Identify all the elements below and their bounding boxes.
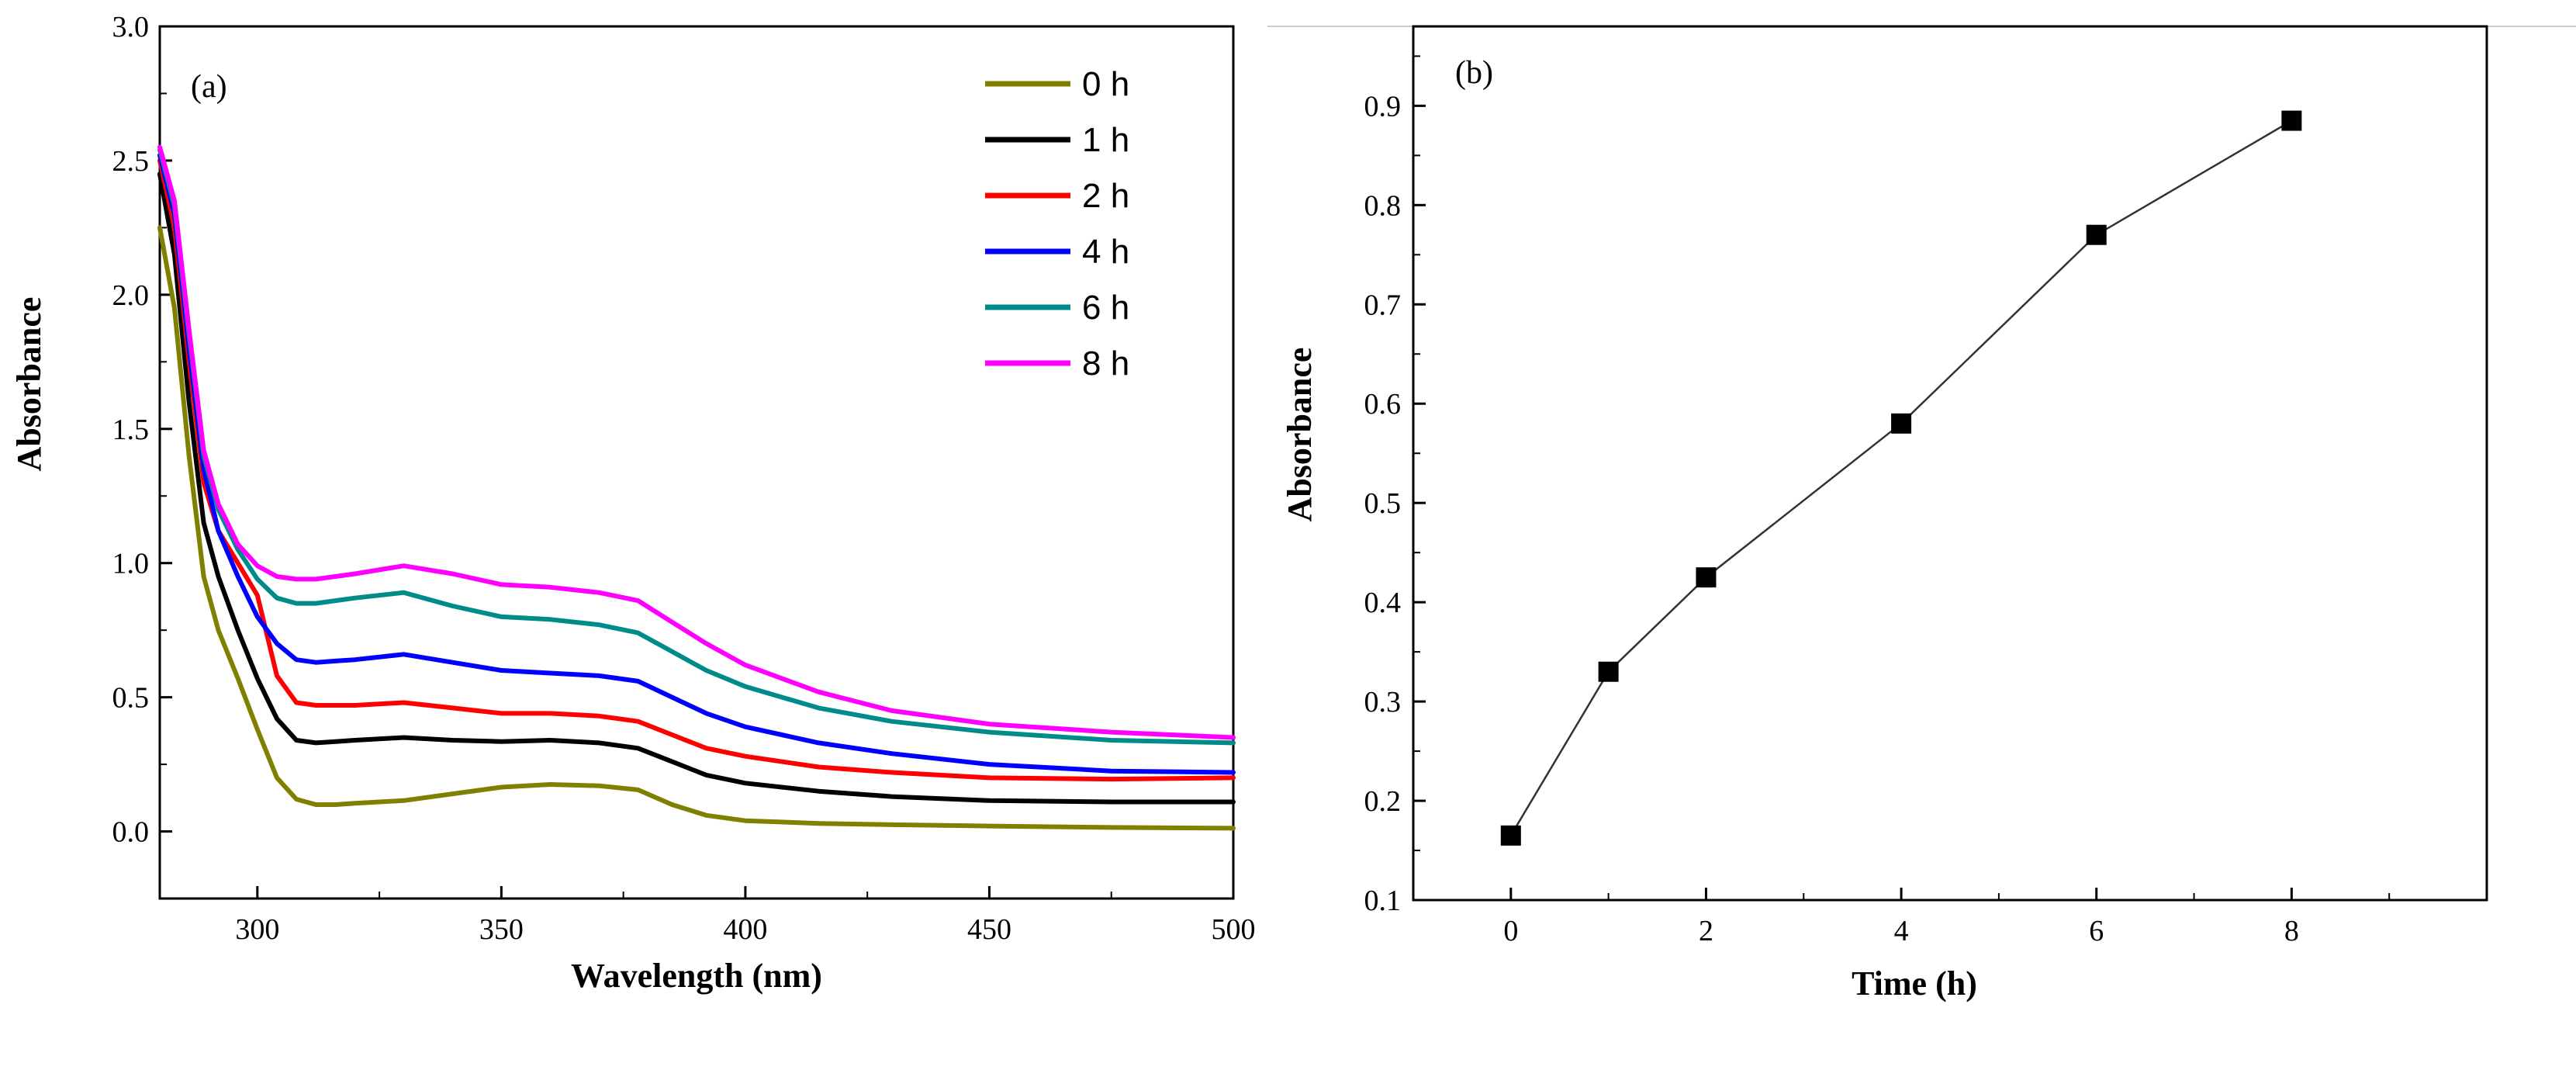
panel-b-x-tick-label: 4 (1894, 915, 1909, 947)
panel-b-y-axis-title: Absorbance (1281, 348, 1319, 522)
panel-b-y-tick-label: 0.7 (1364, 289, 1402, 321)
panel-a-legend: 0 h 1 h 2 h 4 h 6 h 8 h (985, 65, 1129, 383)
panel-b-y-tick-label: 0.5 (1364, 487, 1402, 520)
panel-b-y-tick-label: 0.4 (1364, 587, 1402, 619)
legend-label-4h: 4 h (1082, 233, 1129, 271)
panel-b-x-tick-label: 0 (1503, 915, 1518, 947)
panel-a-plot-frame (158, 25, 1235, 900)
panel-b-series-group (1500, 110, 2302, 846)
panel-b-y-tick-label: 0.6 (1364, 388, 1402, 421)
panel-b-data-point-t4 (1891, 413, 1912, 434)
panel-b-y-ticks: 0.1 0.2 0.3 0.4 0.5 0.6 0.7 0.8 0.9 (1364, 55, 1426, 917)
panel-a-uv-vis-spectra: 0.0 0.5 1.0 1.5 2.0 2.5 3.0 300 350 400 450 500 0 … (10, 11, 1256, 995)
panel-b-data-point-t8 (2281, 110, 2302, 131)
panel-a-x-tick-label: 500 (1212, 913, 1256, 946)
panel-b-y-tick-label: 0.9 (1364, 90, 1402, 123)
panel-a-series-line-1h (157, 171, 1236, 805)
legend-label-6h: 6 h (1082, 289, 1129, 327)
panel-a-series-group (157, 144, 1236, 831)
panel-b-x-tick-label: 8 (2284, 915, 2299, 947)
panel-b-y-tick-label: 0.1 (1364, 885, 1402, 917)
panel-a-y-tick-label: 2.0 (112, 279, 150, 312)
panel-a-series-line-2h (157, 158, 1236, 782)
panel-b-absorbance-vs-time: 0.1 0.2 0.3 0.4 0.5 0.6 0.7 0.8 0.9 0 2 4 6 8 (b) Ti… (1281, 25, 2488, 1002)
panel-a-x-tick-label: 350 (479, 913, 524, 946)
panel-b-data-point-t0 (1500, 825, 1521, 846)
panel-b-y-tick-label: 0.2 (1364, 785, 1402, 818)
panel-b-plot-frame (1412, 25, 2488, 902)
panel-a-y-tick-label: 0.5 (112, 682, 150, 715)
panel-a-x-tick-label: 400 (723, 913, 767, 946)
panel-b-data-point-t2 (1696, 567, 1717, 588)
panel-a-y-tick-label: 3.0 (112, 11, 150, 43)
panel-a-y-tick-label: 0.0 (112, 816, 150, 849)
panel-a-y-tick-label: 2.5 (112, 145, 150, 178)
panel-b-y-tick-label: 0.3 (1364, 686, 1402, 719)
panel-a-y-ticks: 0.0 0.5 1.0 1.5 2.0 2.5 3.0 (112, 11, 172, 849)
legend-label-1h: 1 h (1082, 121, 1129, 159)
panel-a-series-line-4h (157, 153, 1236, 775)
panel-b-data-point-t6 (2086, 224, 2107, 245)
panel-b-y-tick-label: 0.8 (1364, 189, 1402, 222)
panel-b-x-tick-label: 6 (2089, 915, 2104, 947)
panel-a-y-axis-title: Absorbance (10, 297, 48, 472)
panel-b-series-line (1509, 119, 2293, 836)
legend-label-8h: 8 h (1082, 345, 1129, 383)
panel-b-data-point-t1 (1598, 661, 1619, 682)
panel-a-label: (a) (191, 69, 227, 105)
panel-a-x-tick-label: 450 (967, 913, 1011, 946)
legend-label-0h: 0 h (1082, 65, 1129, 103)
panel-a-series-line-8h (157, 144, 1236, 740)
panel-b-x-tick-label: 2 (1699, 915, 1713, 947)
panel-b-label: (b) (1455, 55, 1493, 91)
panel-b-x-ticks: 0 2 4 6 8 (1503, 888, 2391, 947)
panel-a-x-tick-label: 300 (235, 913, 279, 946)
panel-a-series-line-6h (157, 147, 1236, 746)
panel-a-y-tick-label: 1.5 (112, 414, 150, 446)
panel-a-x-axis-title: Wavelength (nm) (571, 957, 822, 995)
panel-a-x-ticks: 300 350 400 450 500 (235, 886, 1256, 946)
panel-a-series-line-0h (157, 225, 1236, 831)
panel-b-x-axis-title: Time (h) (1852, 964, 1977, 1002)
legend-label-2h: 2 h (1082, 177, 1129, 215)
panel-a-y-tick-label: 1.0 (112, 548, 150, 580)
